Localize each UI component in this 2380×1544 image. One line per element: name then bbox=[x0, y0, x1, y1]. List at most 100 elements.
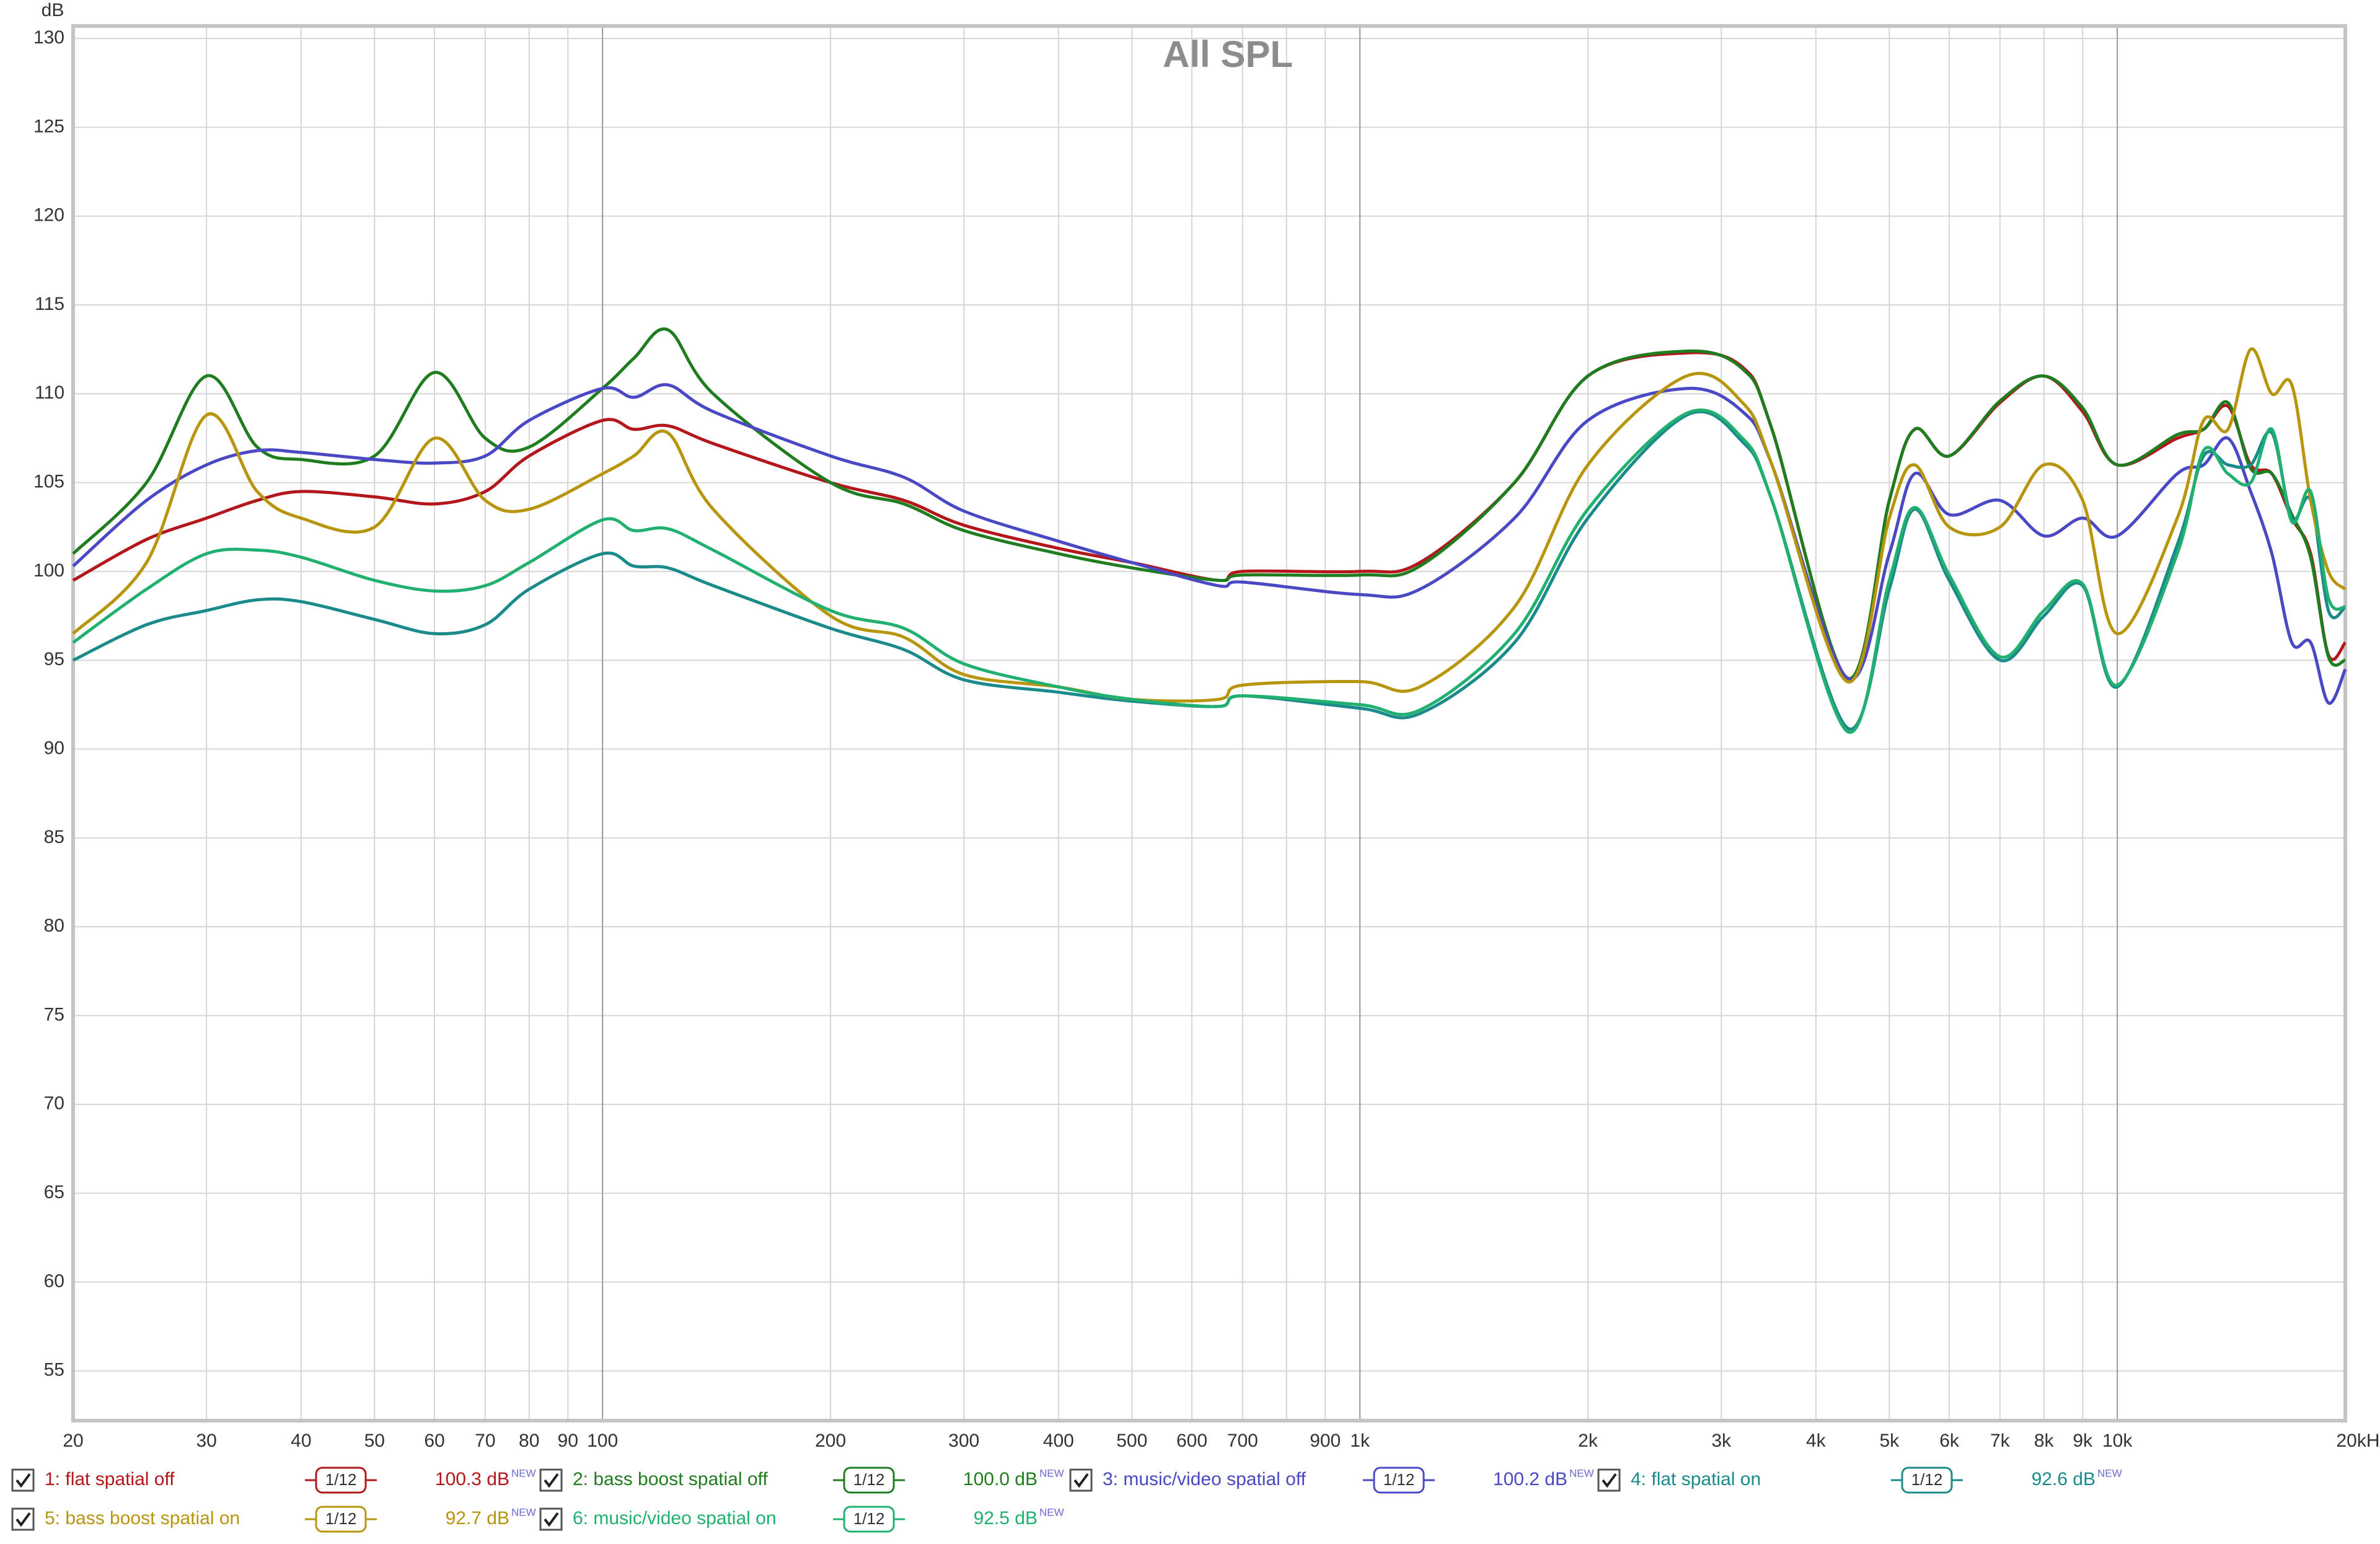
x-tick-label: 70 bbox=[475, 1431, 495, 1451]
x-tick-label: 500 bbox=[1116, 1431, 1147, 1451]
x-tick-label: 8k bbox=[2034, 1431, 2055, 1451]
x-tick-label: 3k bbox=[1711, 1431, 1732, 1451]
x-tick-label: 20 bbox=[63, 1431, 83, 1451]
smoothing-label: 1/12 bbox=[325, 1509, 357, 1528]
smoothing-box[interactable] bbox=[315, 1467, 367, 1494]
y-tick-label: 125 bbox=[33, 116, 64, 136]
x-tick-label: 6k bbox=[1939, 1431, 1960, 1451]
checkmark bbox=[544, 1473, 559, 1488]
x-tick-label: 4k bbox=[1806, 1431, 1827, 1451]
legend-item[interactable]: 5: bass boost spatial on 1/12 92.7 dB NEW bbox=[11, 1506, 536, 1533]
y-tick-label: 90 bbox=[44, 738, 64, 758]
x-tick-label: 10k bbox=[2102, 1431, 2133, 1451]
y-tick-label: 85 bbox=[44, 827, 64, 847]
level-badge: NEW bbox=[1039, 1467, 1064, 1479]
y-tick-label: 95 bbox=[44, 649, 64, 669]
legend-name: 4: flat spatial on bbox=[1631, 1469, 1761, 1489]
series-line bbox=[72, 383, 2347, 705]
smoothing-box[interactable] bbox=[1901, 1467, 1953, 1494]
series-line bbox=[72, 408, 2347, 734]
y-tick-label: 65 bbox=[44, 1182, 64, 1202]
smoothing-box[interactable] bbox=[843, 1506, 895, 1533]
level-badge: NEW bbox=[511, 1506, 536, 1518]
series-line bbox=[72, 347, 2347, 703]
x-tick-label: 2k bbox=[1578, 1431, 1598, 1451]
legend-level: 100.2 dB bbox=[1493, 1469, 1567, 1489]
x-tick-label: 200 bbox=[815, 1431, 846, 1451]
checkmark bbox=[1602, 1473, 1617, 1488]
checkmark bbox=[15, 1473, 31, 1488]
legend-level: 100.3 dB bbox=[435, 1469, 509, 1489]
x-tick-label: 700 bbox=[1227, 1431, 1258, 1451]
x-tick-label: 50 bbox=[364, 1431, 385, 1451]
legend-item[interactable]: 6: music/video spatial on 1/12 92.5 dB NEW bbox=[539, 1506, 1064, 1533]
smoothing-label: 1/12 bbox=[853, 1509, 885, 1528]
y-tick-label: 80 bbox=[44, 915, 64, 936]
y-tick-label: 120 bbox=[33, 205, 64, 226]
y-tick-label: 110 bbox=[35, 382, 64, 403]
smoothing-label: 1/12 bbox=[1383, 1470, 1415, 1489]
x-tick-label: 30 bbox=[196, 1431, 216, 1451]
y-tick-label: 70 bbox=[44, 1093, 64, 1114]
legend-level: 100.0 dB bbox=[963, 1469, 1038, 1489]
level-badge: NEW bbox=[1569, 1467, 1594, 1479]
series-line bbox=[72, 410, 2347, 731]
x-tick-label: 90 bbox=[558, 1431, 578, 1451]
x-tick-label: 100 bbox=[587, 1431, 618, 1451]
x-tick-label: 1k bbox=[1350, 1431, 1370, 1451]
legend-checkbox[interactable] bbox=[539, 1468, 563, 1492]
legend-item[interactable]: 1: flat spatial off 1/12 100.3 dB NEW bbox=[11, 1467, 536, 1494]
x-tick-label: 7k bbox=[1990, 1431, 2011, 1451]
checkmark bbox=[15, 1512, 31, 1527]
x-tick-label: 9k bbox=[2073, 1431, 2093, 1451]
x-tick-label: 40 bbox=[291, 1431, 311, 1451]
legend-item[interactable]: 3: music/video spatial off 1/12 100.2 dB NE… bbox=[1069, 1467, 1594, 1494]
legend-name: 3: music/video spatial off bbox=[1103, 1469, 1307, 1489]
legend-checkbox[interactable] bbox=[11, 1468, 35, 1492]
smoothing-label: 1/12 bbox=[853, 1470, 885, 1489]
legend-name: 6: music/video spatial on bbox=[573, 1508, 777, 1529]
x-tick-label: 80 bbox=[519, 1431, 539, 1451]
x-tick-label: 20kHz bbox=[2336, 1431, 2380, 1451]
smoothing-label: 1/12 bbox=[1911, 1470, 1943, 1489]
legend-checkbox[interactable] bbox=[1069, 1468, 1093, 1492]
x-tick-label: 400 bbox=[1043, 1431, 1074, 1451]
legend-level: 92.5 dB bbox=[974, 1508, 1038, 1529]
y-tick-label: 75 bbox=[44, 1004, 64, 1025]
level-badge: NEW bbox=[511, 1467, 536, 1479]
legend-item[interactable]: 4: flat spatial on 1/12 92.6 dB NEW bbox=[1597, 1467, 2122, 1494]
smoothing-box[interactable] bbox=[843, 1467, 895, 1494]
y-tick-label: 60 bbox=[44, 1271, 64, 1291]
smoothing-box[interactable] bbox=[1373, 1467, 1425, 1494]
y-tick-label: 100 bbox=[33, 560, 64, 581]
legend-name: 2: bass boost spatial off bbox=[573, 1469, 768, 1489]
legend-level: 92.7 dB bbox=[446, 1508, 509, 1529]
y-tick-label: 55 bbox=[44, 1360, 64, 1380]
x-tick-label: 5k bbox=[1879, 1431, 1900, 1451]
checkmark bbox=[544, 1512, 559, 1527]
y-tick-label: 115 bbox=[35, 294, 64, 314]
legend-level: 92.6 dB bbox=[2032, 1469, 2096, 1489]
legend-checkbox[interactable] bbox=[1597, 1468, 1621, 1492]
smoothing-box[interactable] bbox=[315, 1506, 367, 1533]
legend-name: 5: bass boost spatial on bbox=[45, 1508, 240, 1529]
legend-name: 1: flat spatial off bbox=[45, 1469, 175, 1489]
checkmark bbox=[1073, 1473, 1089, 1488]
legend-item[interactable]: 2: bass boost spatial off 1/12 100.0 dB NEW bbox=[539, 1467, 1064, 1494]
x-tick-label: 60 bbox=[424, 1431, 444, 1451]
plot-border bbox=[71, 24, 2347, 1423]
level-badge: NEW bbox=[1039, 1506, 1064, 1518]
legend-checkbox[interactable] bbox=[539, 1507, 563, 1531]
y-axis-label: dB bbox=[42, 0, 64, 20]
level-badge: NEW bbox=[2097, 1467, 2122, 1479]
legend-checkbox[interactable] bbox=[11, 1507, 35, 1531]
chart-title: All SPL bbox=[1163, 33, 1293, 75]
x-tick-label: 600 bbox=[1176, 1431, 1207, 1451]
x-tick-label: 900 bbox=[1310, 1431, 1341, 1451]
series-line bbox=[72, 327, 2346, 681]
y-tick-label: 105 bbox=[33, 472, 64, 492]
x-tick-label: 300 bbox=[948, 1431, 979, 1451]
y-tick-label: 130 bbox=[33, 27, 64, 48]
